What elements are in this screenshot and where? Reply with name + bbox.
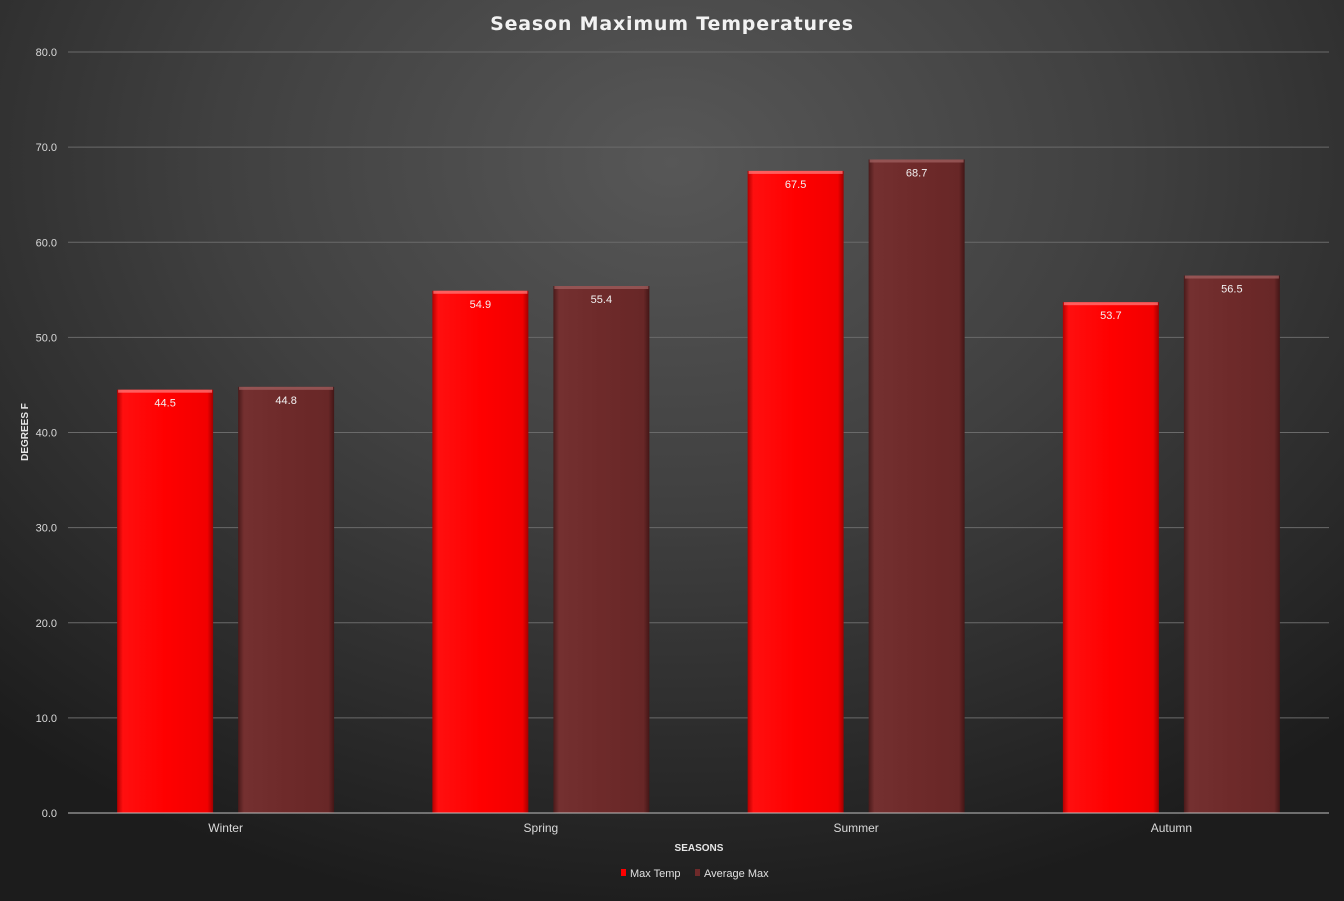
bar-max-temp-spring bbox=[432, 290, 529, 813]
bar-max-temp-autumn bbox=[1062, 302, 1159, 813]
bar-average-max-autumn bbox=[1183, 275, 1280, 813]
y-tick-label: 80.0 bbox=[36, 47, 57, 59]
y-tick-label: 10.0 bbox=[36, 713, 57, 725]
bar-top-highlight bbox=[748, 170, 843, 174]
bar-top-highlight bbox=[554, 286, 649, 290]
data-label-max-temp-winter: 44.5 bbox=[154, 398, 175, 410]
bar-average-max-spring bbox=[553, 286, 650, 813]
y-tick-label: 0.0 bbox=[42, 808, 57, 820]
data-label-max-temp-autumn: 53.7 bbox=[1100, 310, 1121, 322]
bar-average-max-winter bbox=[238, 386, 335, 813]
legend-swatch-max-temp bbox=[621, 869, 626, 876]
data-label-max-temp-summer: 67.5 bbox=[785, 179, 806, 191]
y-tick-label: 70.0 bbox=[36, 142, 57, 154]
y-axis-ticks: 0.0 10.0 20.0 30.0 40.0 50.0 60.0 70.0 80.0 bbox=[36, 47, 57, 820]
data-label-average-max-winter: 44.8 bbox=[275, 395, 296, 407]
data-labels: 44.5 44.8 54.9 55.4 67.5 68.7 53.7 56.5 bbox=[154, 167, 1242, 409]
x-tick-label-autumn: Autumn bbox=[1151, 821, 1192, 835]
chart-title: Season Maximum Temperatures bbox=[490, 13, 854, 35]
y-tick-label: 50.0 bbox=[36, 332, 57, 344]
y-tick-label: 20.0 bbox=[36, 618, 57, 630]
legend-item-average-max: Average Max bbox=[695, 868, 769, 880]
x-tick-label-winter: Winter bbox=[208, 821, 243, 835]
y-tick-label: 40.0 bbox=[36, 428, 57, 440]
x-tick-label-spring: Spring bbox=[524, 821, 559, 835]
x-axis-ticks: Winter Spring Summer Autumn bbox=[208, 821, 1192, 835]
bar-top-highlight bbox=[118, 389, 213, 393]
bar-top-highlight bbox=[433, 290, 528, 294]
data-label-max-temp-spring: 54.9 bbox=[470, 299, 491, 311]
bar-average-max-summer bbox=[868, 159, 965, 813]
bar-top-highlight bbox=[1063, 302, 1158, 306]
bar-top-highlight bbox=[1184, 275, 1279, 279]
x-tick-label-summer: Summer bbox=[833, 821, 878, 835]
bar-top-highlight bbox=[869, 159, 964, 163]
legend-label-max-temp: Max Temp bbox=[630, 868, 681, 880]
bar-max-temp-summer bbox=[747, 170, 844, 813]
legend-item-max-temp: Max Temp bbox=[621, 868, 681, 880]
y-tick-label: 30.0 bbox=[36, 523, 57, 535]
y-tick-label: 60.0 bbox=[36, 237, 57, 249]
bar-top-highlight bbox=[239, 386, 334, 390]
legend: Max Temp Average Max bbox=[621, 868, 769, 880]
data-label-average-max-autumn: 56.5 bbox=[1221, 284, 1242, 296]
data-label-average-max-summer: 68.7 bbox=[906, 167, 927, 179]
legend-swatch-average-max bbox=[695, 869, 700, 876]
bar-max-temp-winter bbox=[117, 389, 214, 813]
legend-label-average-max: Average Max bbox=[704, 868, 769, 880]
bars bbox=[117, 159, 1280, 813]
x-axis-title: SEASONS bbox=[675, 843, 724, 854]
data-label-average-max-spring: 55.4 bbox=[591, 294, 612, 306]
y-axis-title: DEGREES F bbox=[20, 403, 31, 461]
